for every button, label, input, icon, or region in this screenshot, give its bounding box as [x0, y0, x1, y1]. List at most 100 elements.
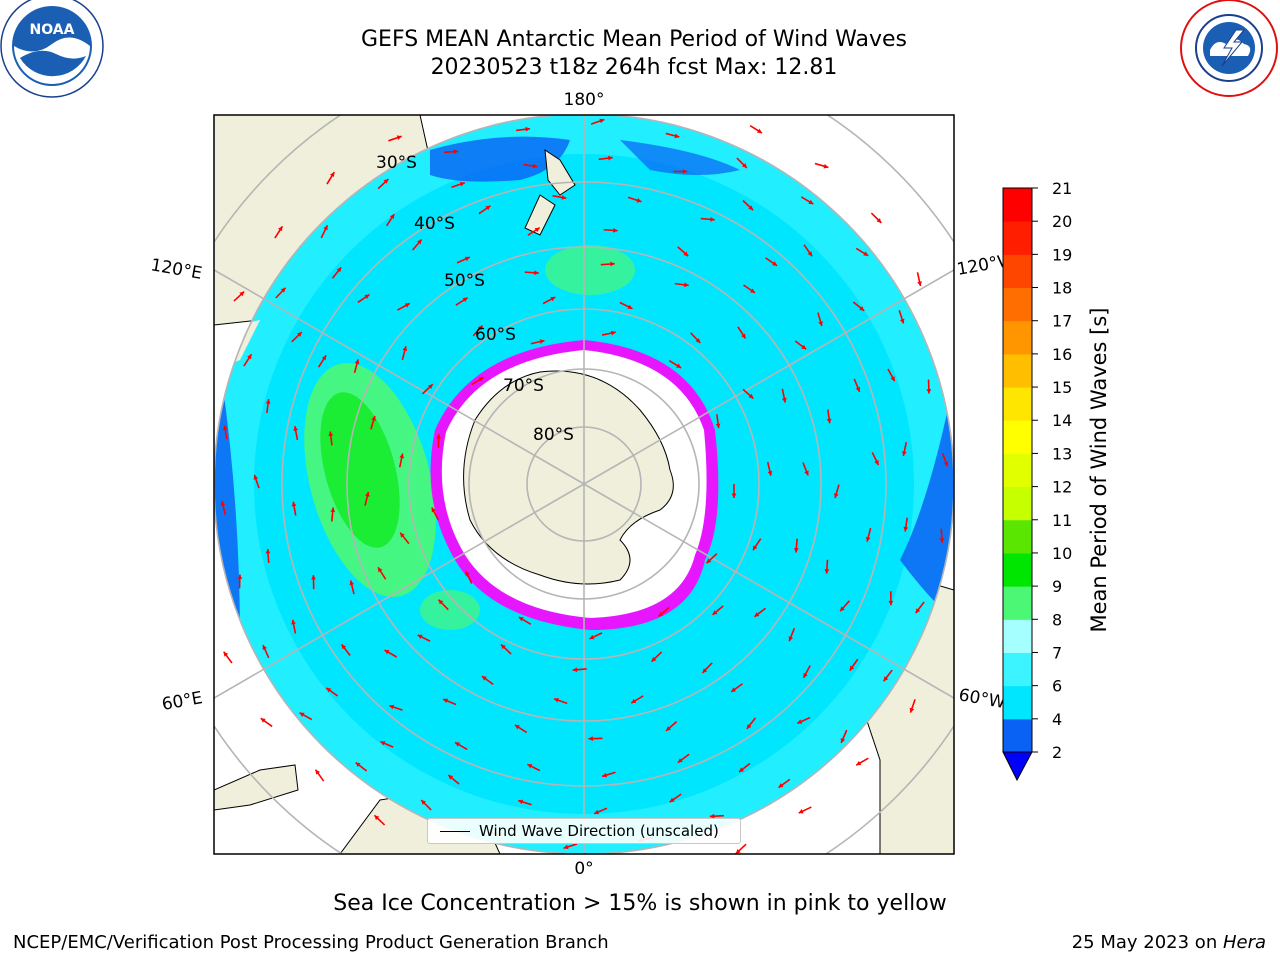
map-legend: Wind Wave Direction (unscaled): [427, 818, 741, 844]
wind-wave-arrowhead: [890, 376, 895, 382]
wind-wave-arrowhead: [534, 227, 540, 233]
colorbar-tick-label: 2: [1052, 743, 1062, 762]
wind-wave-arrowhead: [341, 644, 347, 650]
wind-wave-arrowhead: [818, 321, 823, 326]
wind-wave-arrowhead: [682, 169, 688, 174]
wind-wave-arrowhead: [364, 294, 370, 299]
wind-wave-arrowhead: [326, 687, 332, 693]
wind-wave-arrowhead: [636, 198, 642, 203]
wind-wave-arrowhead: [323, 225, 328, 231]
wind-wave-arrowhead: [613, 227, 618, 233]
wind-wave-arrowhead: [514, 724, 520, 730]
wind-wave-arrowhead: [247, 354, 252, 360]
lon-label-120e: 120°E: [149, 255, 203, 284]
wind-wave-arrowhead: [702, 668, 708, 673]
wind-wave-arrowhead: [380, 741, 386, 746]
wind-wave-arrowhead: [589, 634, 595, 640]
wind-wave-arrowhead: [608, 155, 613, 161]
wind-wave-arrowhead: [291, 501, 297, 507]
wind-wave-arrowhead: [478, 377, 484, 382]
colorbar-tick-label: 6: [1052, 677, 1062, 696]
wind-wave-arrowhead: [572, 667, 578, 673]
wind-wave-arrowhead: [731, 493, 737, 498]
lat-label-70s: 70°S: [503, 376, 544, 396]
wind-wave-arrowhead: [260, 718, 266, 723]
wind-wave-arrowhead: [856, 760, 862, 766]
wind-wave-arrowhead: [296, 332, 302, 337]
colorbar-swatch: [1003, 619, 1032, 653]
wind-wave-arrowhead: [378, 567, 383, 573]
wind-wave-arrowhead: [883, 676, 889, 682]
wind-wave-arrowhead: [365, 491, 370, 497]
sea-ice-note: Sea Ice Concentration > 15% is shown in …: [333, 891, 947, 916]
wind-wave-arrowhead: [602, 772, 608, 778]
wind-wave-arrowhead: [265, 399, 271, 404]
wind-wave-arrowhead: [400, 532, 405, 538]
wind-wave-arrowhead: [715, 423, 721, 429]
wind-wave-arrowhead: [803, 672, 808, 678]
colorbar-tick-label: 9: [1052, 577, 1062, 596]
map-title: GEFS MEAN Antarctic Mean Period of Wind …: [361, 27, 907, 52]
wind-wave-arrowhead: [731, 687, 737, 692]
lon-label-0: 0°: [574, 859, 593, 879]
wind-wave-arrowhead: [943, 461, 949, 467]
lat-label-50s: 50°S: [444, 271, 485, 291]
colorbar-swatch: [1003, 519, 1032, 554]
wind-wave-arrowhead: [421, 800, 426, 805]
colorbar-label: Mean Period of Wind Waves [s]: [1087, 308, 1111, 633]
wind-wave-arrowhead: [781, 397, 787, 403]
wind-wave-arrowhead: [658, 611, 664, 617]
wind-wave-arrowhead: [788, 636, 794, 642]
wind-wave-arrowhead: [563, 844, 569, 850]
wind-wave-arrowhead: [477, 325, 483, 331]
footer-left-credit: NCEP/EMC/Verification Post Processing Pr…: [13, 932, 609, 953]
wind-wave-arrowhead: [462, 297, 468, 303]
wind-wave-arrowhead: [550, 296, 556, 302]
wind-wave-arrowhead: [610, 330, 616, 336]
wind-wave-arrowhead: [804, 470, 809, 476]
national-weather-service-logo: [1180, 0, 1278, 97]
wind-wave-arrowhead: [683, 251, 689, 257]
wind-wave-arrowhead: [778, 783, 784, 788]
wind-wave-arrowhead: [518, 617, 524, 622]
wind-wave-arrowhead: [855, 386, 861, 392]
wind-wave-arrowhead: [396, 135, 402, 140]
wind-wave-arrowhead: [710, 216, 715, 222]
wind-wave-arrowhead: [384, 650, 390, 655]
colorbar-tick-label: 10: [1052, 544, 1072, 563]
colorbar-swatch: [1003, 453, 1032, 488]
colorbar-tick-label: 4: [1052, 710, 1062, 729]
wind-wave-arrowhead: [404, 303, 410, 308]
colorbar-swatch: [1003, 486, 1032, 521]
wind-wave-arrowhead: [453, 149, 459, 155]
legend-label: Wind Wave Direction (unscaled): [479, 822, 719, 840]
wind-wave-arrowhead: [265, 548, 271, 554]
wind-wave-arrowhead: [278, 226, 283, 232]
wind-wave-arrowhead: [712, 610, 718, 615]
wind-wave-arrowhead: [417, 634, 423, 640]
wind-wave-arrowhead: [465, 570, 470, 576]
wind-wave-arrowhead: [876, 218, 882, 223]
wind-wave-arrowhead: [336, 267, 342, 273]
wind-wave-arrowhead: [527, 764, 533, 769]
wind-wave-arrowhead: [349, 580, 355, 586]
wind-wave-arrowhead: [754, 612, 760, 617]
wind-wave-arrowhead: [823, 163, 829, 169]
wind-wave-arrowhead: [436, 434, 441, 439]
antarctica-landmass: [463, 370, 674, 585]
colorbar-tick-label: 18: [1052, 279, 1072, 298]
lon-label-60w: 60°W: [957, 685, 1007, 713]
wind-wave-arrowhead: [518, 799, 524, 805]
colorbar-tick-label: 15: [1052, 378, 1072, 397]
wind-wave-arrowhead: [443, 698, 449, 704]
svg-text:NOAA: NOAA: [30, 22, 75, 38]
colorbar-tick-label: 7: [1052, 643, 1062, 662]
wind-wave-arrowhead: [383, 179, 389, 184]
wind-wave-arrowhead: [253, 474, 259, 480]
wind-wave-arrowhead: [840, 737, 846, 743]
wind-wave-arrowhead: [291, 619, 296, 625]
wind-wave-arrowhead: [222, 425, 228, 431]
footer-host: Hera: [1222, 932, 1266, 953]
wind-wave-arrowhead: [485, 205, 491, 211]
wind-wave-arrowhead: [909, 707, 915, 713]
